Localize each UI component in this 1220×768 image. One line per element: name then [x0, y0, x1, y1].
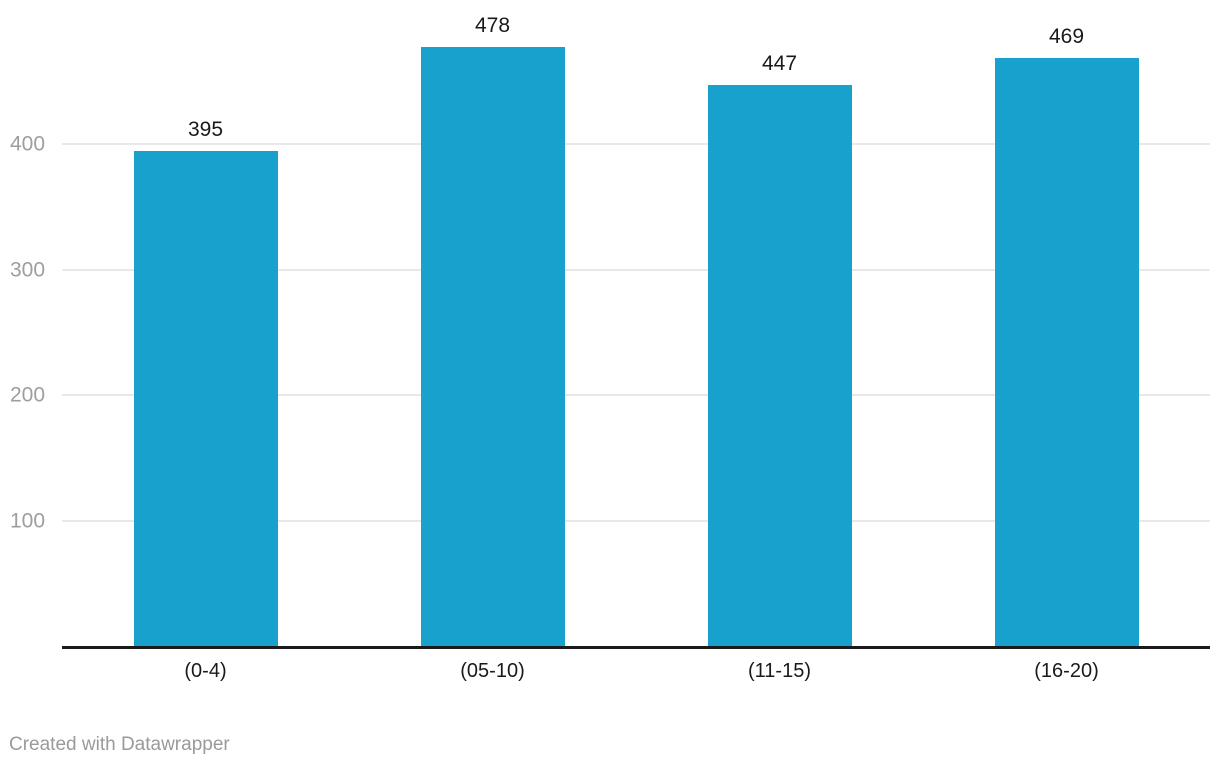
bar[interactable] [994, 57, 1139, 646]
y-axis-tick-label: 100 [10, 509, 46, 533]
gridline [62, 268, 1210, 271]
bar-value-label: 447 [761, 52, 798, 76]
bar-value-label: 469 [1048, 24, 1085, 48]
gridline [62, 519, 1210, 522]
y-axis-tick-label: 400 [10, 132, 46, 156]
x-axis-line [62, 646, 1210, 649]
bar-value-label: 478 [474, 13, 511, 37]
x-axis-category-label: (05-10) [460, 660, 525, 682]
bar[interactable] [420, 46, 565, 646]
bar[interactable] [707, 85, 852, 646]
x-axis-category-label: (16-20) [1034, 660, 1099, 682]
gridline [62, 394, 1210, 397]
gridline [62, 143, 1210, 146]
bar[interactable] [133, 150, 278, 646]
datawrapper-credit: Created with Datawrapper [9, 734, 230, 755]
x-axis-category-label: (11-15) [748, 660, 811, 682]
y-axis-tick-label: 200 [10, 383, 46, 407]
y-axis-tick-label: 300 [10, 258, 46, 282]
x-axis-category-label: (0-4) [184, 660, 227, 682]
bar-value-label: 395 [187, 117, 224, 141]
